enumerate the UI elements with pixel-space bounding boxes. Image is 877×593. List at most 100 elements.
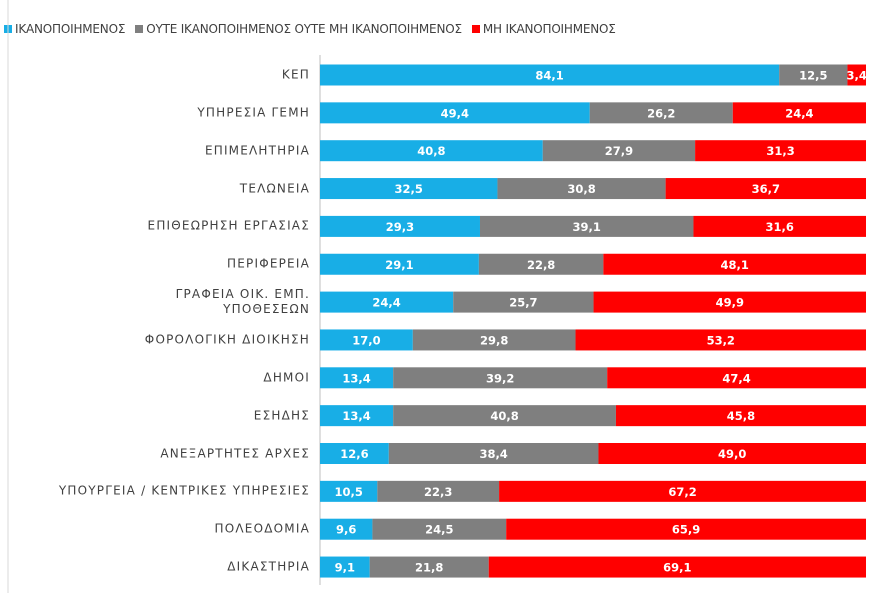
category-label: ΤΕΛΩΝΕΙΑ bbox=[239, 181, 310, 196]
bar-segment bbox=[732, 102, 866, 124]
bar-segment bbox=[320, 102, 590, 124]
bar-segment bbox=[320, 140, 543, 162]
category-label: ΦΟΡΟΛΟΓΙΚΗ ΔΙΟΙΚΗΣΗ bbox=[144, 332, 310, 347]
bar-segment bbox=[478, 253, 604, 275]
value-label: 49,0 bbox=[718, 447, 746, 461]
bar-segment bbox=[320, 215, 480, 237]
bar-segment bbox=[488, 556, 866, 578]
legend-item: ΜΗ ΙΚΑΝΟΠΟΙΗΜΕΝΟΣ bbox=[471, 22, 616, 36]
value-label: 38,4 bbox=[479, 447, 507, 461]
legend-label: ΟΥΤΕ ΙΚΑΝΟΠΟΙΗΜΕΝΟΣ ΟΥΤΕ ΜΗ ΙΚΑΝΟΠΟΙΗΜΕΝ… bbox=[146, 22, 462, 36]
bar-segment bbox=[497, 178, 666, 200]
category-label: ΠΕΡΙΦΕΡΕΙΑ bbox=[227, 256, 310, 271]
bar-segment bbox=[320, 556, 370, 578]
value-label: 29,1 bbox=[385, 258, 413, 272]
value-label: 21,8 bbox=[415, 561, 443, 575]
value-label: 53,2 bbox=[707, 333, 735, 347]
bar-segment bbox=[598, 443, 866, 464]
value-label: 13,4 bbox=[342, 371, 370, 385]
legend-label: ΙΚΑΝΟΠΟΙΗΜΕΝΟΣ bbox=[15, 22, 126, 36]
bar-segment bbox=[693, 215, 866, 237]
bar-segment bbox=[320, 178, 498, 200]
value-label: 36,7 bbox=[752, 182, 780, 196]
value-label: 47,4 bbox=[722, 371, 750, 385]
bar-segment bbox=[320, 405, 394, 427]
value-label: 10,5 bbox=[334, 485, 362, 499]
bar-segment bbox=[377, 480, 500, 502]
category-label: ΠΟΛΕΟΔΟΜΙΑ bbox=[214, 521, 310, 536]
value-label: 40,8 bbox=[490, 409, 518, 423]
legend-label: ΜΗ ΙΚΑΝΟΠΟΙΗΜΕΝΟΣ bbox=[482, 22, 616, 36]
bar-segment bbox=[372, 518, 507, 540]
value-label: 9,1 bbox=[335, 561, 355, 575]
bar-segment bbox=[320, 291, 454, 313]
bar-segment bbox=[320, 367, 394, 389]
value-label: 13,4 bbox=[342, 409, 370, 423]
value-label: 39,2 bbox=[486, 371, 514, 385]
legend-swatch bbox=[471, 25, 480, 33]
category-label: ΓΡΑΦΕΙΑ ΟΙΚ. ΕΜΠ. ΥΠΟΘΕΣΕΩΝ bbox=[175, 287, 310, 317]
value-label: 32,5 bbox=[395, 182, 423, 196]
bar-segment bbox=[615, 405, 866, 427]
bar-segment bbox=[499, 480, 866, 502]
bar-segment bbox=[320, 480, 378, 502]
legend-swatch bbox=[135, 25, 144, 33]
value-label: 29,8 bbox=[480, 333, 508, 347]
value-label: 49,9 bbox=[716, 296, 744, 310]
bar-segment bbox=[479, 215, 694, 237]
bar-segment bbox=[453, 291, 594, 313]
bar-segment bbox=[393, 367, 608, 389]
bar-segment bbox=[607, 367, 866, 389]
bar-segment bbox=[847, 64, 866, 86]
value-label: 27,9 bbox=[605, 144, 633, 158]
bar-segment bbox=[369, 556, 489, 578]
value-label: 12,5 bbox=[799, 69, 827, 83]
value-label: 45,8 bbox=[727, 409, 755, 423]
value-label: 12,6 bbox=[340, 447, 368, 461]
value-label: 22,8 bbox=[527, 258, 555, 272]
value-label: 65,9 bbox=[672, 523, 700, 537]
bar-segment bbox=[575, 329, 866, 351]
value-label: 3,4 bbox=[847, 69, 867, 83]
category-label: ΔΗΜΟΙ bbox=[263, 370, 310, 385]
bar-segment bbox=[388, 443, 599, 464]
legend: ΙΚΑΝΟΠΟΙΗΜΕΝΟΣ ΟΥΤΕ ΙΚΑΝΟΠΟΙΗΜΕΝΟΣ ΟΥΤΕ Μ… bbox=[4, 22, 616, 36]
bar-segment bbox=[603, 253, 866, 275]
category-label: ΕΣΗΔΗΣ bbox=[253, 408, 310, 423]
category-label: ΔΙΚΑΣΤΗΡΙΑ bbox=[227, 559, 310, 574]
category-label: ΕΠΙΘΕΩΡΗΣΗ ΕΡΓΑΣΙΑΣ bbox=[147, 218, 310, 233]
value-label: 25,7 bbox=[509, 296, 537, 310]
legend-item: ΟΥΤΕ ΙΚΑΝΟΠΟΙΗΜΕΝΟΣ ΟΥΤΕ ΜΗ ΙΚΑΝΟΠΟΙΗΜΕΝ… bbox=[135, 22, 462, 36]
bar-segment bbox=[779, 64, 848, 86]
category-label: ΑΝΕΞΑΡΤΗΤΕΣ ΑΡΧΕΣ bbox=[160, 446, 310, 460]
category-label: ΚΕΠ bbox=[281, 67, 310, 82]
bar-segment bbox=[665, 178, 866, 200]
bar-segment bbox=[593, 291, 866, 313]
value-label: 49,4 bbox=[441, 106, 469, 120]
bar-segment bbox=[320, 329, 413, 351]
value-label: 39,1 bbox=[573, 220, 601, 234]
bar-segment bbox=[589, 102, 733, 124]
bar-segment bbox=[320, 253, 479, 275]
bar-segment bbox=[393, 405, 616, 427]
bar-segment bbox=[320, 518, 373, 540]
value-label: 24,5 bbox=[425, 523, 453, 537]
value-label: 26,2 bbox=[647, 106, 675, 120]
value-label: 9,6 bbox=[336, 523, 356, 537]
bar-segment bbox=[412, 329, 576, 351]
value-label: 24,4 bbox=[785, 106, 813, 120]
category-label: ΕΠΙΜΕΛΗΤΗΡΙΑ bbox=[204, 143, 310, 158]
value-label: 31,3 bbox=[766, 144, 794, 158]
value-label: 48,1 bbox=[720, 258, 748, 272]
value-label: 67,2 bbox=[668, 485, 696, 499]
category-label: ΥΠΟΥΡΓΕΙΑ / ΚΕΝΤΡΙΚΕΣ ΥΠΗΡΕΣΙΕΣ bbox=[58, 483, 310, 498]
bar-segment bbox=[320, 443, 389, 464]
bar-segment bbox=[695, 140, 866, 162]
value-label: 29,3 bbox=[386, 220, 414, 234]
value-label: 69,1 bbox=[663, 561, 691, 575]
value-label: 17,0 bbox=[352, 333, 380, 347]
value-label: 24,4 bbox=[372, 296, 400, 310]
category-label: ΥΠΗΡΕΣΙΑ ΓΕΜΗ bbox=[197, 105, 310, 120]
